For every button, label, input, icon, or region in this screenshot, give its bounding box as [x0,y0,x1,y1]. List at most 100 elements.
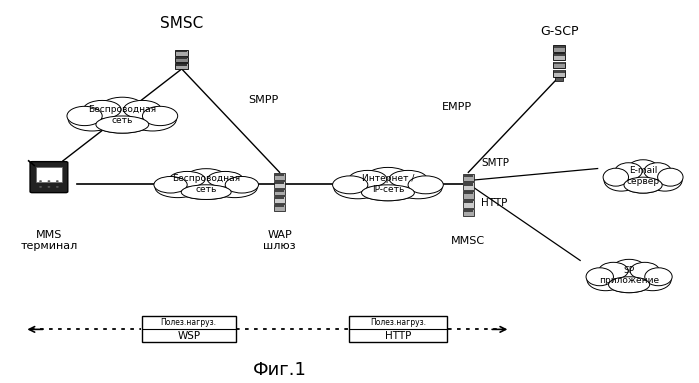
Text: Беспроводная
сеть: Беспроводная сеть [88,105,157,124]
Ellipse shape [615,163,642,180]
Ellipse shape [630,262,659,279]
FancyBboxPatch shape [275,205,284,207]
FancyBboxPatch shape [554,62,565,64]
FancyBboxPatch shape [274,173,285,180]
Ellipse shape [604,267,654,293]
Ellipse shape [612,259,646,278]
FancyBboxPatch shape [463,173,474,181]
FancyBboxPatch shape [274,204,285,211]
Ellipse shape [628,160,658,178]
Text: G-SCP: G-SCP [540,25,579,38]
Text: Полез.нагруз.: Полез.нагруз. [161,318,217,327]
Ellipse shape [175,175,237,200]
Ellipse shape [56,186,59,188]
FancyBboxPatch shape [463,182,474,190]
Ellipse shape [658,168,683,186]
Ellipse shape [154,177,187,193]
Ellipse shape [48,186,50,188]
Ellipse shape [169,172,205,187]
Text: SMPP: SMPP [248,95,278,105]
Ellipse shape [333,176,368,194]
Ellipse shape [355,175,421,201]
Ellipse shape [599,262,628,279]
FancyBboxPatch shape [553,53,565,60]
FancyBboxPatch shape [274,196,285,203]
FancyBboxPatch shape [463,200,474,208]
Ellipse shape [212,177,257,198]
FancyBboxPatch shape [176,64,187,65]
Text: SP
приложение: SP приложение [599,266,659,285]
Text: Полез.нагруз.: Полез.нагруз. [370,318,426,327]
Text: E-mail
сервер: E-mail сервер [626,167,660,186]
Text: WSP: WSP [177,331,201,341]
Text: MMSC: MMSC [452,236,485,246]
FancyBboxPatch shape [275,190,284,192]
FancyBboxPatch shape [553,62,565,69]
FancyBboxPatch shape [36,167,62,182]
Ellipse shape [89,105,155,133]
FancyBboxPatch shape [554,54,565,56]
Ellipse shape [56,180,59,182]
FancyBboxPatch shape [175,63,188,69]
FancyBboxPatch shape [553,45,565,52]
Ellipse shape [644,163,671,180]
Ellipse shape [604,169,639,191]
Ellipse shape [408,176,443,194]
Ellipse shape [586,268,614,286]
Ellipse shape [48,180,50,182]
FancyBboxPatch shape [463,209,474,216]
Text: MMS
терминал: MMS терминал [20,230,78,250]
Ellipse shape [603,168,628,186]
Ellipse shape [83,100,121,119]
Ellipse shape [39,186,42,188]
Text: WAP
шлюз: WAP шлюз [264,230,296,250]
Ellipse shape [619,167,667,193]
Ellipse shape [349,170,387,187]
FancyBboxPatch shape [176,51,187,52]
Ellipse shape [143,106,178,126]
Ellipse shape [181,185,231,200]
Text: SMSC: SMSC [160,16,203,31]
Text: HTTP: HTTP [481,198,507,208]
FancyBboxPatch shape [275,182,284,184]
FancyBboxPatch shape [463,191,474,199]
Ellipse shape [155,177,200,198]
FancyBboxPatch shape [463,210,473,212]
Ellipse shape [225,177,259,193]
Ellipse shape [208,172,243,187]
FancyBboxPatch shape [141,316,236,342]
FancyBboxPatch shape [463,201,473,203]
Ellipse shape [394,177,442,199]
Ellipse shape [389,170,427,187]
Ellipse shape [39,180,42,182]
Ellipse shape [96,116,149,133]
Ellipse shape [69,107,116,131]
Ellipse shape [129,107,176,131]
FancyBboxPatch shape [175,50,188,56]
Ellipse shape [587,269,624,291]
Ellipse shape [101,97,144,118]
FancyBboxPatch shape [275,174,284,176]
Ellipse shape [67,106,102,126]
Text: SMTP: SMTP [481,158,509,168]
FancyBboxPatch shape [554,46,565,48]
Text: Интернет /
IP-сеть: Интернет / IP-сеть [362,174,414,193]
FancyBboxPatch shape [274,189,285,195]
FancyBboxPatch shape [30,162,68,193]
Text: Фиг.1: Фиг.1 [252,361,307,379]
Text: HTTP: HTTP [385,331,412,341]
Ellipse shape [124,100,161,119]
FancyBboxPatch shape [556,77,563,80]
FancyBboxPatch shape [553,70,565,77]
Text: Беспроводная
сеть: Беспроводная сеть [172,174,240,193]
FancyBboxPatch shape [274,181,285,188]
FancyBboxPatch shape [350,316,447,342]
FancyBboxPatch shape [463,192,473,195]
FancyBboxPatch shape [463,183,473,186]
Ellipse shape [624,177,662,193]
FancyBboxPatch shape [175,57,188,62]
Text: EMPP: EMPP [442,102,472,112]
Ellipse shape [609,277,649,293]
FancyBboxPatch shape [275,197,284,199]
FancyBboxPatch shape [176,57,187,59]
